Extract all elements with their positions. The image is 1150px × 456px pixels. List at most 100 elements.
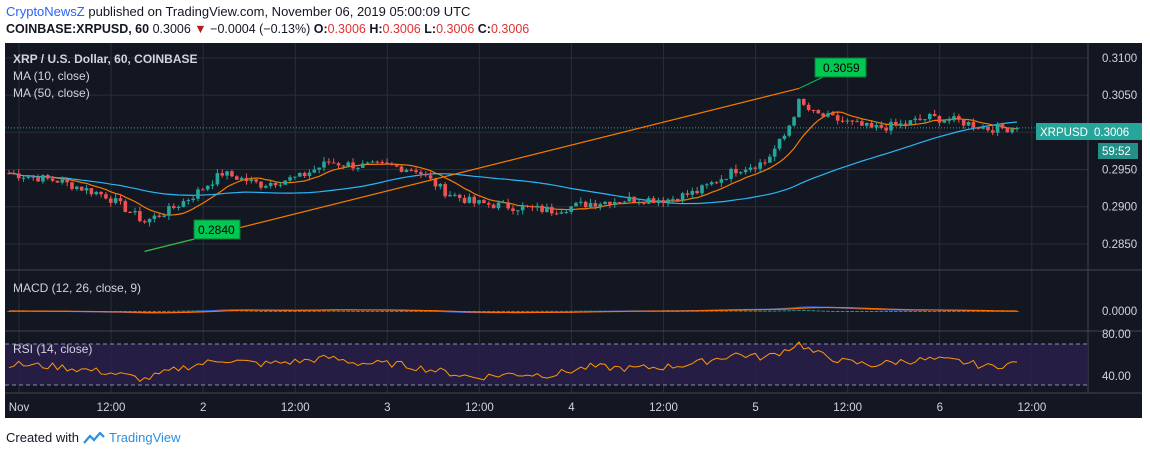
macd-hist-bar [787, 310, 792, 312]
macd-hist-bar [952, 311, 956, 312]
legend-rsi[interactable]: RSI (14, close) [13, 342, 92, 356]
candle-body [835, 115, 840, 121]
candle-body [709, 182, 714, 185]
candle-body [453, 194, 457, 196]
time-axis-tick: 12:00 [97, 402, 126, 414]
candle-body [50, 178, 55, 181]
macd-hist-bar [545, 310, 549, 312]
rsi-line [8, 341, 1018, 382]
rsi-axis-tick: 80.00 [1102, 329, 1131, 341]
candle-body [758, 162, 762, 169]
candle-body [477, 200, 481, 204]
moving-averages [5, 111, 1088, 382]
candle-body [409, 169, 414, 171]
candle-body [12, 173, 16, 175]
candle-body [196, 189, 200, 199]
candle-body [399, 166, 404, 172]
candle-body [516, 210, 520, 212]
macd-hist-bar [535, 310, 540, 312]
candle-body [302, 172, 307, 177]
macd-hist-bar [264, 311, 268, 312]
candle-body [390, 163, 394, 166]
macd-hist-bar [162, 311, 166, 312]
open-value: 0.3006 [327, 22, 366, 36]
tradingview-link[interactable]: TradingView [108, 430, 181, 445]
candle-body [118, 198, 123, 202]
macd-hist-bar [927, 311, 932, 312]
macd-hist-bar [249, 310, 254, 312]
candle-body [874, 125, 879, 128]
candle-body [971, 122, 976, 128]
candle-body [588, 203, 593, 208]
candle-body [729, 168, 733, 179]
low-value: 0.3006 [436, 22, 475, 36]
low-annotation-box[interactable] [193, 219, 241, 240]
candle-body [583, 201, 588, 208]
macd-hist-bar [283, 311, 288, 312]
legend-ma10[interactable]: MA (10, close) [13, 69, 90, 83]
candle-body [990, 130, 995, 133]
candle-body [31, 176, 36, 178]
candle-body [331, 162, 336, 164]
macd-hist-bar [530, 310, 535, 312]
author-link[interactable]: CryptoNewsZ [6, 4, 85, 19]
macd-hist-bar [317, 310, 321, 312]
signal-line [8, 306, 1018, 314]
ma50-line [8, 121, 1018, 205]
candle-body [748, 167, 753, 170]
trend-line [144, 87, 800, 252]
candle-body [559, 212, 564, 214]
candle-body [986, 127, 990, 131]
macd-hist-bar [244, 310, 249, 312]
macd-hist-bar [734, 310, 738, 312]
annotations [144, 76, 824, 252]
macd-hist-bar [186, 310, 191, 312]
macd-hist-bar [753, 310, 758, 312]
macd-hist-bar [278, 311, 283, 312]
last-value: 0.3006 [152, 22, 191, 36]
macd-hist-bar [855, 311, 859, 312]
last-price-value: 0.3006 [1094, 127, 1129, 139]
candle-body [666, 199, 670, 203]
candle-body [16, 173, 21, 179]
footer: Created with TradingView [6, 430, 181, 445]
candle-body [821, 113, 825, 117]
macd-hist-bar [860, 311, 864, 312]
candle-body [918, 118, 922, 120]
candle-body [777, 138, 782, 149]
chart-canvas[interactable]: 0.31000.30500.30000.29500.29000.28500.00… [5, 43, 1142, 418]
symbol-label: COINBASE:XRPUSD, 60 [6, 22, 150, 36]
candle-body [913, 118, 918, 121]
candle-body [75, 186, 79, 189]
macd-hist-bar [331, 310, 336, 312]
macd-hist-bar [821, 310, 825, 312]
macd-hist-bar [128, 311, 132, 312]
macd-hist-bar [327, 310, 331, 312]
macd-hist-bar [394, 311, 399, 312]
candle-body [162, 215, 166, 217]
candle-body [879, 125, 884, 128]
candle-body [622, 201, 627, 203]
candle-body [811, 109, 816, 111]
macd-hist-bar [806, 310, 811, 312]
macd-hist-bar [239, 310, 244, 312]
candle-body [937, 116, 942, 123]
candle-body [375, 161, 380, 163]
macd-hist-bar [501, 311, 506, 312]
macd-hist-bar [884, 311, 888, 312]
macd-hist-bar [913, 311, 918, 312]
candle-body [768, 156, 772, 163]
macd-hist-bar [540, 310, 544, 312]
macd-hist-bar [831, 311, 835, 312]
candle-body [705, 184, 709, 186]
macd-hist-bar [409, 311, 414, 312]
legend-ma50[interactable]: MA (50, close) [13, 86, 90, 100]
candle-body [549, 207, 554, 214]
legend-macd[interactable]: MACD (12, 26, close, 9) [13, 281, 141, 295]
candle-body [7, 173, 11, 175]
candle-body [656, 200, 661, 203]
high-annotation-box[interactable] [814, 57, 867, 78]
macd-hist-bar [947, 311, 951, 312]
down-arrow-icon: ▼ [194, 22, 207, 36]
candle-body [322, 161, 326, 168]
